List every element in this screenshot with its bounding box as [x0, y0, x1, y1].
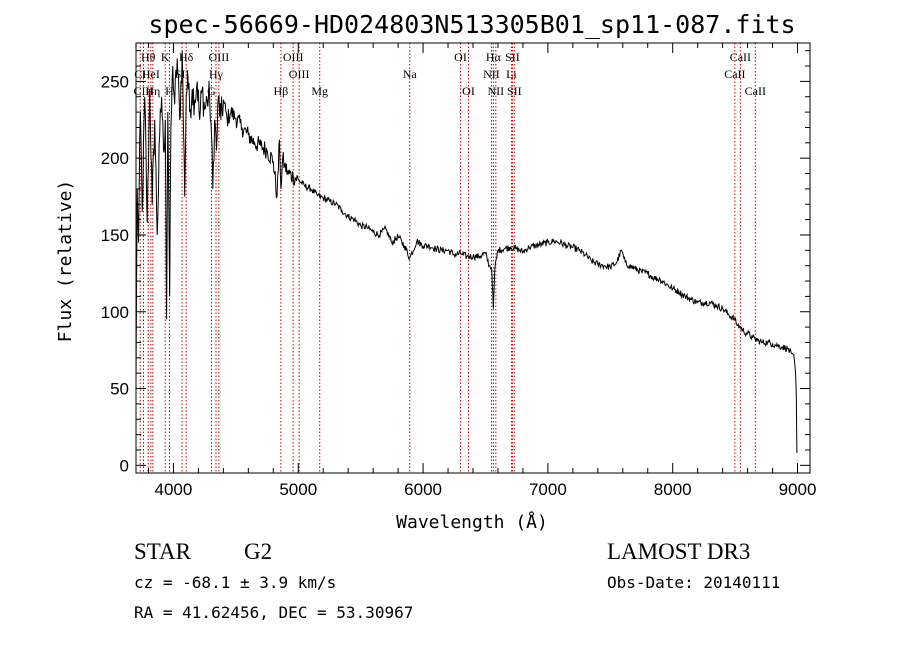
marker-label-16: Na [403, 67, 418, 81]
x-tick-label-3: 7000 [529, 480, 567, 499]
marker-label-14: Hβ [274, 84, 289, 98]
redshift-velocity: cz = -68.1 ± 3.9 km/s [134, 573, 337, 592]
marker-label-26: CaII [724, 67, 745, 81]
marker-label-2: Hθ [141, 50, 156, 64]
x-axis-label: Wavelength (Å) [396, 511, 548, 533]
marker-label-23: Li [506, 67, 517, 81]
x-tick-label-2: 6000 [404, 480, 442, 499]
object-class: STAR [134, 539, 191, 564]
marker-label-25: CaII [730, 50, 751, 64]
marker-label-15: Mg [311, 84, 328, 98]
marker-label-12: OIII [283, 50, 304, 64]
marker-label-3: HeI [142, 67, 160, 81]
marker-label-8: Hδ [179, 50, 194, 64]
marker-label-27: CaII [745, 84, 766, 98]
axis-ticks [136, 43, 810, 473]
marker-label-17: OI [454, 50, 467, 64]
marker-label-10: Hγ [209, 67, 224, 81]
y-tick-label-5: 250 [101, 72, 129, 91]
y-tick-label-2: 100 [101, 303, 129, 322]
chart-title: spec-56669-HD024803N513305B01_sp11-087.f… [148, 10, 795, 39]
marker-label-5: K [161, 50, 170, 64]
coordinates: RA = 41.62456, DEC = 53.30967 [134, 603, 414, 622]
y-axis-label: Flux (relative) [55, 180, 76, 343]
y-tick-label-4: 200 [101, 149, 129, 168]
marker-label-1: CIII [133, 84, 153, 98]
x-tick-label-5: 9000 [779, 480, 817, 499]
observation-date: Obs-Date: 20140111 [607, 573, 781, 592]
marker-label-11: G [207, 84, 216, 98]
marker-label-0: CI [134, 67, 146, 81]
y-tick-label-1: 50 [110, 380, 129, 399]
axis-tick-labels: 4000 5000 6000 7000 8000 9000 0 50 100 150 200 250 [101, 72, 817, 499]
x-tick-label-1: 5000 [279, 480, 317, 499]
marker-label-19: Hα [486, 50, 502, 64]
y-tick-label-3: 150 [101, 226, 129, 245]
marker-label-7: H [165, 84, 174, 98]
y-tick-label-0: 0 [120, 456, 129, 475]
marker-label-20: NII [483, 67, 500, 81]
marker-label-13: OIII [289, 67, 310, 81]
spectrum-layer [135, 50, 798, 454]
survey-name: LAMOST DR3 [607, 539, 751, 564]
marker-label-18: OI [462, 84, 475, 98]
marker-label-4: Hη [145, 84, 160, 98]
marker-label-9: OIII [209, 50, 230, 64]
marker-label-22: SII [505, 50, 520, 64]
marker-label-21: NII [488, 84, 505, 98]
subclass: G2 [244, 539, 273, 564]
x-tick-label-4: 8000 [654, 480, 692, 499]
marker-label-24: SII [507, 84, 522, 98]
spectrum-line [135, 50, 798, 454]
x-tick-label-0: 4000 [155, 480, 193, 499]
